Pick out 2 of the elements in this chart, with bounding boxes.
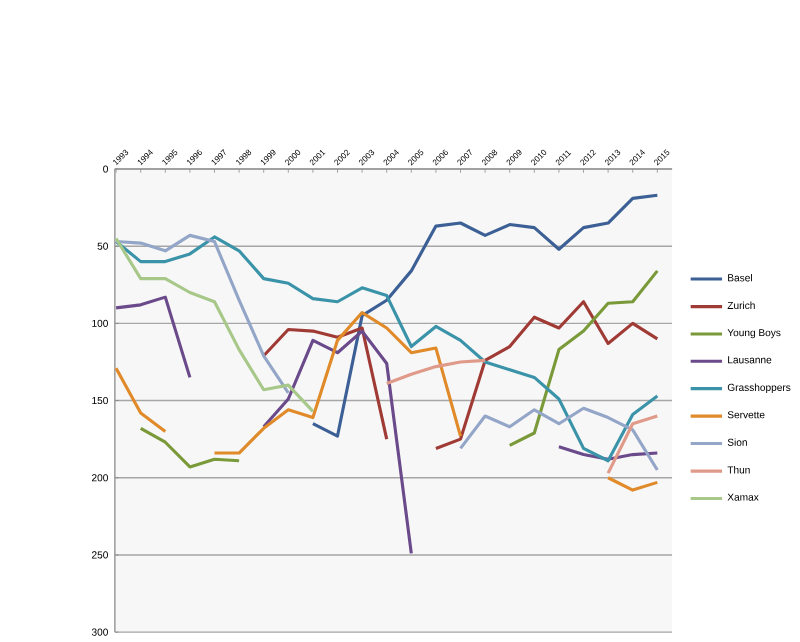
line-series <box>311 193 659 438</box>
line-series <box>114 236 315 414</box>
